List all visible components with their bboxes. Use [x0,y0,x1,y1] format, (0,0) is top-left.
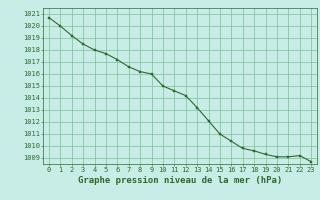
X-axis label: Graphe pression niveau de la mer (hPa): Graphe pression niveau de la mer (hPa) [78,176,282,185]
